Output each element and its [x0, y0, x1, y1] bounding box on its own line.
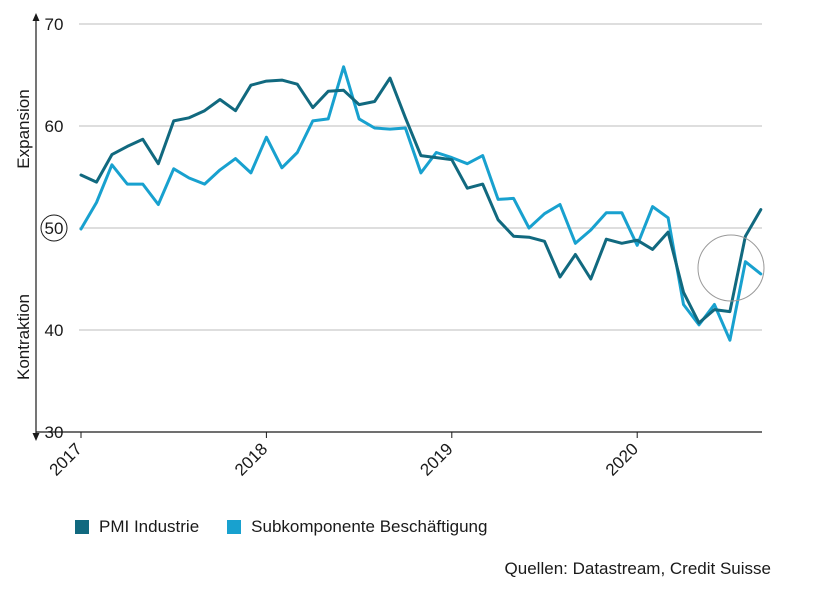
y-axis-arrow-up — [32, 13, 40, 21]
legend: PMI Industrie Subkomponente Beschäftigun… — [75, 517, 515, 537]
y-label-kontraktion: Kontraktion — [14, 294, 33, 380]
x-tick-label: 2020 — [602, 439, 642, 479]
legend-item-beschaeftigung: Subkomponente Beschäftigung — [227, 517, 487, 537]
legend-swatch-pmi — [75, 520, 89, 534]
x-tick-label: 2019 — [416, 439, 456, 479]
pmi-line-chart: 30 40 50 60 70 2017 2018 2019 2020 Expansion Ko… — [14, 13, 765, 480]
x-tick-label: 2018 — [231, 439, 271, 479]
y-tick-label: 70 — [45, 15, 64, 34]
highlight-circle — [697, 234, 765, 302]
gridlines — [79, 23, 762, 331]
x-tick-label: 2017 — [46, 439, 86, 479]
series-lines — [79, 65, 763, 342]
series-line-pmi-industrie — [79, 76, 763, 325]
legend-label-beschaeftigung: Subkomponente Beschäftigung — [251, 517, 488, 536]
series-line-beschaeftigung — [79, 65, 763, 342]
legend-label-pmi: PMI Industrie — [99, 517, 200, 536]
x-axis: 2017 2018 2019 2020 — [46, 432, 642, 480]
y-axis: 30 40 50 60 70 — [32, 13, 762, 442]
y-tick-label: 60 — [45, 117, 64, 136]
legend-swatch-beschaeftigung — [227, 520, 242, 534]
y-label-expansion: Expansion — [14, 89, 33, 168]
y-tick-label: 30 — [45, 423, 64, 442]
tick-50-circle — [40, 214, 68, 242]
y-tick-label: 40 — [45, 321, 64, 340]
y-tick-label: 50 — [45, 219, 64, 238]
y-axis-arrow-down — [32, 433, 40, 441]
legend-item-pmi: PMI Industrie — [75, 517, 199, 537]
source-note: Quellen: Datastream, Credit Suisse — [504, 559, 771, 578]
